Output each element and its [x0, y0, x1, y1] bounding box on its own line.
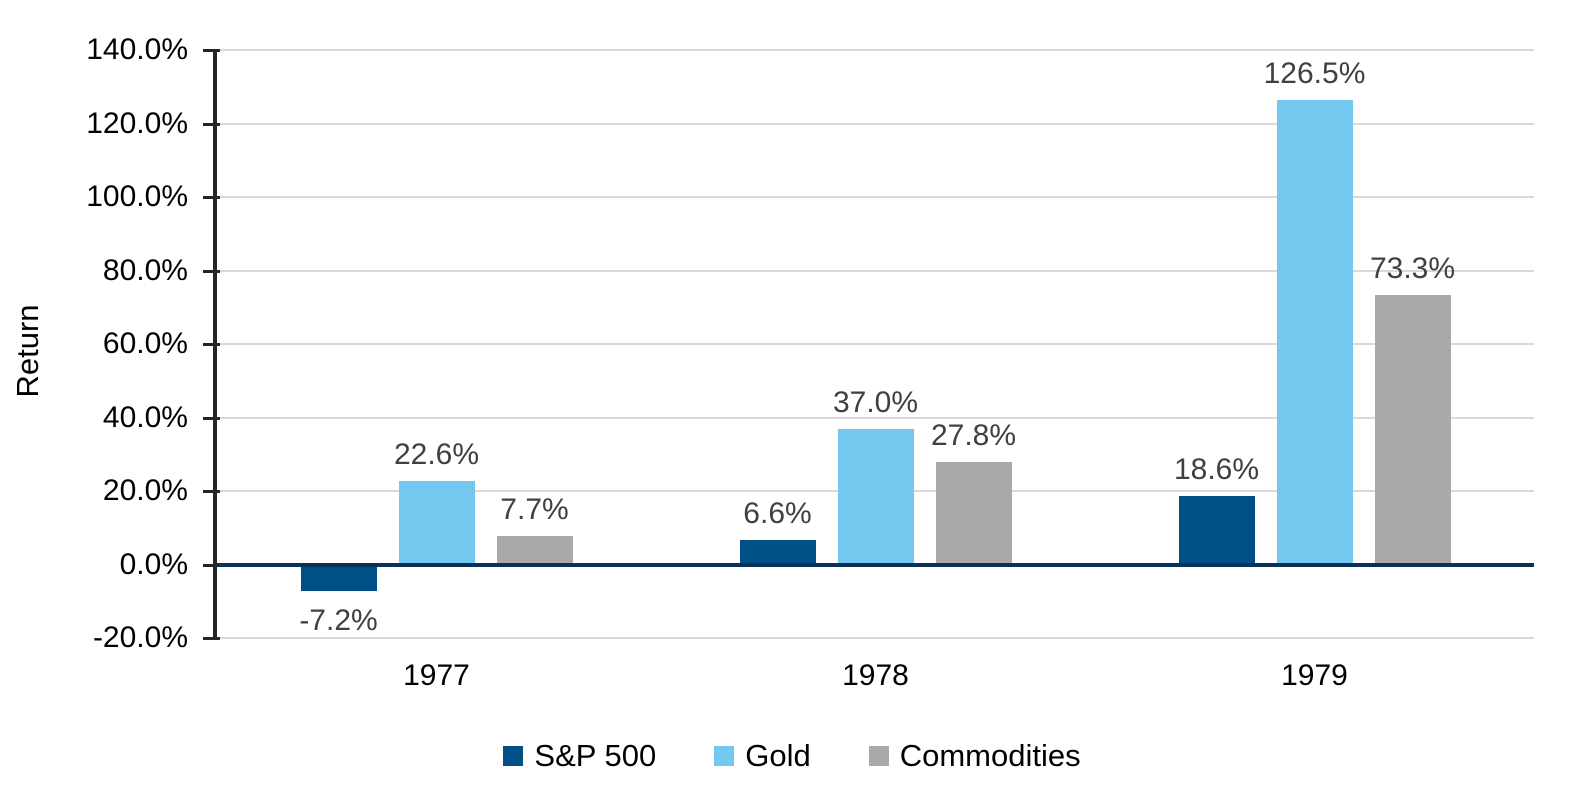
- legend-swatch-gold: [714, 746, 735, 766]
- bar-label-sp500-1977: -7.2%: [299, 603, 378, 637]
- bar-label-gold-1977: 22.6%: [393, 438, 480, 472]
- y-tick-mark: [203, 563, 220, 567]
- bar-gold-1977: [398, 481, 475, 565]
- x-tick-label-1979: 1979: [1281, 659, 1348, 692]
- y-tick-label: 100.0%: [86, 180, 188, 213]
- y-tick-label: 120.0%: [86, 106, 188, 140]
- bar-commodities-1978: [935, 462, 1012, 565]
- x-tick-label-1978: 1978: [842, 659, 909, 692]
- gridline: [217, 416, 1534, 419]
- y-tick-label: 20.0%: [102, 474, 188, 507]
- bar-sp500-1979: [1178, 496, 1255, 565]
- legend-label-commodities: Commodities: [899, 738, 1081, 773]
- y-tick-label: 60.0%: [102, 327, 188, 360]
- y-tick-mark: [203, 637, 220, 640]
- legend-label-gold: Gold: [745, 738, 811, 773]
- legend: S&P 500 Gold Commodities: [0, 736, 1584, 776]
- zero-axis-line: [217, 562, 1534, 567]
- bar-commodities-1979: [1374, 295, 1451, 565]
- bar-label-sp500-1978: 6.6%: [743, 497, 812, 531]
- y-tick-mark: [203, 343, 220, 346]
- y-tick-mark: [203, 269, 220, 273]
- bar-commodities-1977: [496, 536, 573, 565]
- legend-item-gold: Gold: [714, 736, 811, 776]
- y-tick-mark: [203, 49, 220, 52]
- y-tick-label: -20.0%: [92, 621, 188, 654]
- legend-item-sp500: S&P 500: [503, 736, 656, 776]
- gridline: [217, 269, 1534, 272]
- plot-area: -7.2% 22.6% 7.7% 6.6% 37.0% 27.8% 18.6% 126.5% 7…: [203, 49, 1534, 640]
- bar-label-gold-1978: 37.0%: [832, 385, 919, 419]
- y-tick-label: 140.0%: [86, 33, 188, 66]
- bar-sp500-1977: [300, 564, 377, 591]
- gridline: [217, 343, 1534, 345]
- y-tick-label: 80.0%: [102, 253, 188, 287]
- y-tick-mark: [203, 122, 220, 126]
- y-tick-label: 40.0%: [102, 400, 188, 434]
- bar-label-commodities-1978: 27.8%: [930, 419, 1017, 453]
- y-tick-mark: [203, 490, 220, 493]
- legend-swatch-sp500: [503, 746, 524, 766]
- legend-swatch-commodities: [868, 746, 889, 766]
- bar-sp500-1978: [739, 540, 816, 565]
- bar-label-gold-1979: 126.5%: [1263, 56, 1366, 90]
- bar-gold-1978: [837, 428, 914, 565]
- legend-item-commodities: Commodities: [868, 736, 1081, 776]
- gridline: [217, 122, 1534, 125]
- bar-label-commodities-1977: 7.7%: [500, 493, 569, 527]
- gridline: [217, 196, 1534, 198]
- bar-label-commodities-1979: 73.3%: [1369, 252, 1456, 286]
- gridline: [217, 49, 1534, 51]
- y-tick-mark: [203, 416, 220, 420]
- y-tick-label: 0.0%: [119, 547, 188, 581]
- gridline: [217, 637, 1534, 639]
- bar-label-sp500-1979: 18.6%: [1173, 453, 1260, 487]
- y-tick-mark: [203, 196, 220, 199]
- x-tick-label-1977: 1977: [403, 659, 470, 692]
- bar-gold-1979: [1276, 99, 1353, 565]
- y-axis-line: [213, 49, 217, 640]
- legend-label-sp500: S&P 500: [534, 738, 657, 773]
